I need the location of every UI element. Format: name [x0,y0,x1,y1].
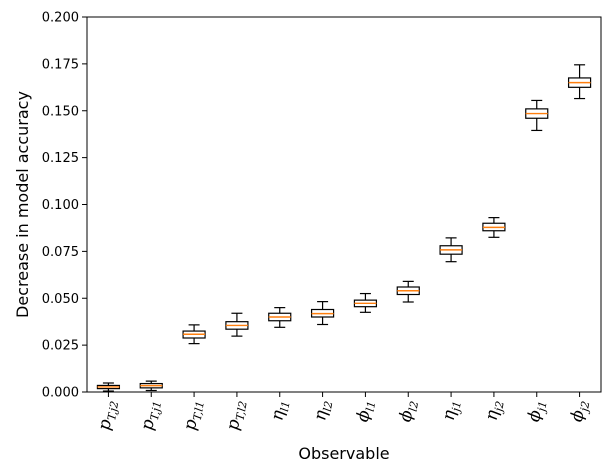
x-tick-subscript: T,l2 [234,400,250,422]
x-tick-subscript: l2 [321,400,336,413]
x-tick-subscript: j2 [492,400,507,415]
x-tick-label: pT,l2 [223,398,250,432]
x-tick-label: ηl1 [267,398,292,422]
y-tick-label: 0.050 [42,292,79,307]
y-tick-label: 0.000 [42,386,79,401]
x-tick-subscript: j1 [449,400,464,415]
x-tick-subscript: j2 [577,400,592,415]
box-4 [225,312,249,337]
y-tick-label: 0.125 [42,151,79,166]
y-tick-label: 0.175 [42,57,79,72]
box-7 [353,292,378,313]
x-tick-label: pT,j1 [137,398,164,432]
box-8 [396,280,420,303]
x-tick-subscript: l1 [278,400,293,413]
x-tick-symbol: p [137,418,159,432]
box-6 [310,301,335,326]
y-axis-label: Decrease in model accuracy [13,91,32,318]
x-tick-label: ϕl1 [353,398,379,424]
plot-frame [86,16,602,393]
x-tick-symbol: ϕ [353,408,375,423]
x-tick-label: ηj2 [482,398,507,422]
box-3 [182,324,206,345]
box-2 [139,380,163,392]
x-tick-subscript: l1 [364,400,379,413]
x-tick-subscript: T,j1 [148,400,164,422]
x-tick-label: pT,l1 [180,398,207,432]
x-tick-label: ϕj1 [524,398,549,424]
x-axis-label: Observable [298,444,389,462]
x-tick-symbol: η [267,408,289,422]
x-tick-subscript: j1 [535,400,550,415]
x-tick-symbol: ϕ [396,408,418,423]
y-tick-label: 0.075 [42,245,79,260]
plot-marks [96,64,592,392]
x-tick-symbol: p [94,418,116,432]
x-tick-symbol: η [310,408,332,422]
x-tick-label: ηj1 [439,398,464,422]
x-tick-symbol: ϕ [567,408,589,423]
y-tick-label: 0.025 [42,339,79,354]
y-tick-label: 0.200 [42,11,79,26]
x-tick-label: ηl2 [310,398,335,422]
x-tick-symbol: η [439,408,461,422]
box-10 [482,217,506,238]
y-tick-label: 0.150 [42,104,79,119]
x-tick-symbol: η [482,408,504,422]
box-12 [567,64,592,100]
box-9 [439,237,463,263]
box-5 [268,307,292,328]
box-1 [96,382,121,392]
x-tick-subscript: l2 [407,400,422,413]
box-11 [525,99,549,132]
x-tick-symbol: ϕ [524,408,546,423]
x-tick-symbol: p [223,418,245,432]
y-tick-label: 0.100 [42,198,79,213]
x-tick-subscript: T,l1 [191,400,207,422]
y-axis: 0.000 0.025 0.050 0.075 0.100 0.125 0.150 0.175… [42,11,87,401]
x-tick-label: ϕj2 [567,398,592,424]
x-tick-subscript: T,j2 [105,400,121,422]
x-tick-label: ϕl2 [396,398,422,424]
x-tick-symbol: p [180,418,202,432]
x-tick-label: pT,j2 [94,398,121,432]
